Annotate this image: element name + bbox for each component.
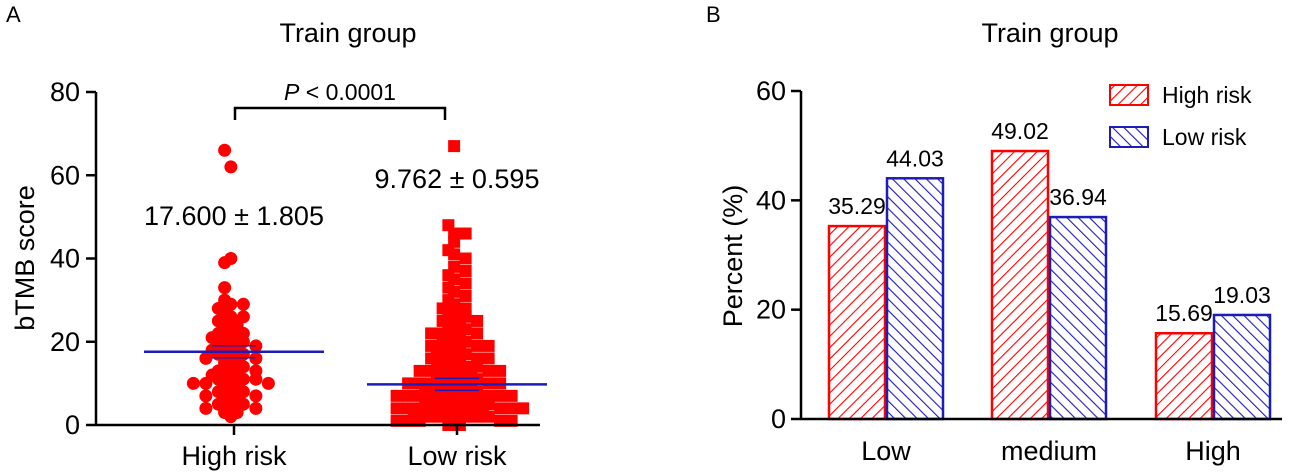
low-risk-point [471,327,484,340]
low-risk-point [459,252,472,265]
panel-a-y-tick-label: 80 [50,77,80,107]
legend-label-low-risk: Low risk [1162,124,1247,150]
high-risk-point [249,372,263,386]
high-risk-point [199,401,213,415]
panel-a-y-ticks: 0 20 40 60 80 [50,77,96,440]
panel-a-category-high-risk: High risk [181,441,287,471]
panel-b-y-tick-label: 40 [756,185,786,215]
low-risk-point [505,389,518,402]
panel-a-high-risk-stats: 17.600 ± 1.805 [144,201,324,231]
panel-b-bars [827,149,1272,421]
low-risk-point [459,289,472,302]
high-risk-point [224,160,238,174]
legend-swatch-low-risk [1109,126,1149,148]
panel-b-y-axis-label: Percent (%) [718,185,748,328]
panel-a-title: Train group [279,18,416,48]
low-risk-point [413,364,426,377]
high-risk-point [218,143,232,157]
panel-a-y-tick-label: 0 [65,410,80,440]
panel-b-title: Train group [981,18,1118,48]
high-risk-point [249,389,263,403]
high-risk-point [218,281,232,295]
bar-high-risk-high [1154,331,1214,421]
high-risk-point [199,389,213,403]
panel-a-y-axis-label: bTMB score [10,185,40,331]
panel-a-significance-bracket [233,106,447,120]
high-risk-point [186,376,200,390]
low-risk-point [425,327,438,340]
high-risk-point [218,256,232,270]
high-risk-point [236,297,250,311]
high-risk-point [261,376,275,390]
bar-low-risk-high [1212,313,1272,421]
bar-data-label: 35.29 [828,193,886,219]
bar-data-label: 49.02 [991,118,1049,144]
low-risk-point [494,364,507,377]
panel-b-y-ticks: 0 20 40 60 [756,76,801,434]
bar-data-label: 15.69 [1155,300,1213,326]
legend-swatch-high-risk [1109,84,1149,106]
low-risk-point [425,410,438,423]
low-risk-point [390,402,403,415]
high-risk-point [199,376,213,390]
panel-a: A Train group bTMB score 0 20 40 60 80 P < 0… [6,2,547,471]
legend-label-high-risk: High risk [1162,82,1252,108]
low-risk-point [505,402,518,415]
high-risk-point [199,351,213,365]
panel-a-low-risk-stats: 9.762 ± 0.595 [375,164,540,194]
bar-high-risk-low [827,224,887,421]
low-risk-point [471,410,484,423]
low-risk-point [482,339,495,352]
panel-a-letter: A [6,2,21,27]
bar-low-risk-low [885,177,945,421]
panel-a-y-tick-label: 60 [50,160,80,190]
low-risk-point [402,389,415,402]
bar-data-label: 19.03 [1213,282,1271,308]
low-risk-point [448,248,461,261]
low-risk-point [459,227,472,240]
panel-b-y-tick-label: 60 [756,76,786,106]
panel-b-category-medium: medium [1001,436,1097,466]
low-risk-point [448,140,461,153]
panel-b-category-low: Low [861,436,911,466]
low-risk-point [494,389,507,402]
bar-data-label: 36.94 [1049,184,1107,210]
high-risk-point [249,401,263,415]
high-risk-point [224,410,238,424]
panel-b-y-tick-label: 0 [771,404,786,434]
bar-high-risk-medium [990,149,1050,421]
bar-data-label: 44.03 [886,145,944,171]
low-risk-point [459,277,472,290]
low-risk-point [390,389,403,402]
bar-low-risk-medium [1048,215,1108,421]
panel-a-points [186,140,530,431]
low-risk-point [494,402,507,415]
panel-b-data-labels: 35.29 49.02 15.69 44.03 36.94 19.03 [828,118,1271,326]
panel-a-y-tick-label: 20 [50,327,80,357]
low-risk-point [471,314,484,327]
panel-b-letter: B [706,2,721,27]
low-risk-point [517,402,530,415]
low-risk-point [482,364,495,377]
panel-a-x-ticks [232,425,459,435]
panel-a-y-tick-label: 40 [50,244,80,274]
panel-b-legend: High risk Low risk [1109,82,1252,150]
low-risk-point [471,339,484,352]
panel-b-category-high: High [1185,436,1241,466]
panel-a-p-value: P < 0.0001 [284,79,396,105]
panel-b-y-tick-label: 20 [756,295,786,325]
panel-a-category-low-risk: Low risk [407,441,507,471]
low-risk-point [459,264,472,277]
low-risk-point [482,410,495,423]
low-risk-point [482,352,495,365]
panel-a-mean-lines [144,344,547,392]
